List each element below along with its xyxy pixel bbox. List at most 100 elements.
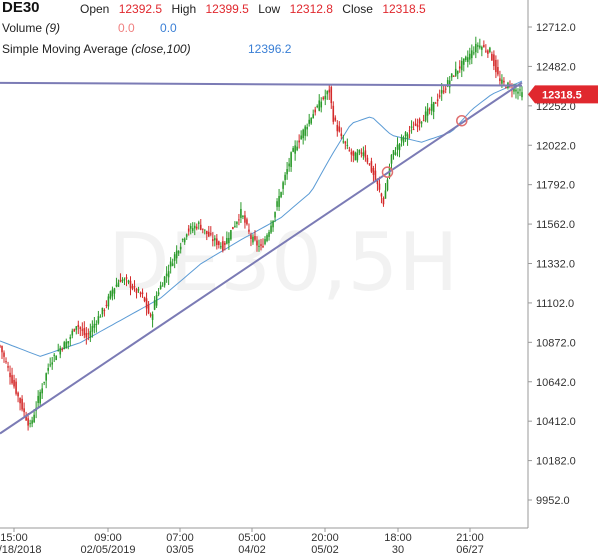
candle-body: [167, 271, 170, 278]
candle-body: [444, 88, 447, 90]
candle-body: [330, 87, 333, 104]
candle-body: [495, 59, 497, 73]
price-tag-bg: [528, 85, 598, 104]
candle-body: [203, 229, 206, 231]
candle-body: [394, 152, 397, 155]
candle-body: [51, 362, 53, 365]
candle-body: [286, 169, 288, 175]
candle-body: [332, 105, 335, 122]
candle-body: [479, 45, 481, 48]
candle-body: [0, 345, 1, 347]
candle-body: [386, 179, 389, 191]
legend-row-sma[interactable]: Simple Moving Average (close,100): [2, 42, 191, 56]
candle-body: [9, 372, 11, 378]
candle-body: [11, 375, 13, 384]
candle-body: [89, 331, 92, 338]
trendlines[interactable]: [0, 81, 523, 435]
candle-body: [250, 235, 252, 239]
candle-body: [171, 263, 174, 266]
candle-body: [384, 190, 387, 199]
candle-body: [462, 58, 465, 65]
candle-body: [224, 242, 226, 245]
y-tick-label: 11792.0: [536, 180, 575, 192]
candle-body: [475, 43, 477, 53]
candle-body: [129, 280, 132, 288]
candle-body: [390, 154, 393, 164]
candle-body: [268, 231, 270, 237]
candle-body: [426, 108, 429, 116]
y-tick-label: 12022.0: [536, 140, 576, 152]
candle-body: [515, 89, 517, 92]
candle-body: [408, 130, 411, 132]
candle-body: [155, 294, 158, 306]
candle-body: [256, 240, 258, 246]
candle-body: [296, 146, 298, 151]
candle-body: [505, 87, 507, 89]
candle-body: [141, 292, 144, 294]
candle-body: [220, 246, 222, 248]
candle-body: [316, 105, 319, 108]
candle-body: [438, 95, 441, 97]
candle-body: [165, 273, 168, 277]
candle-body: [336, 125, 339, 132]
candle-body: [232, 227, 234, 230]
candle-body: [477, 45, 479, 47]
candle-body: [248, 229, 250, 232]
candle-body: [115, 284, 118, 287]
candle-body: [396, 144, 399, 150]
candle-body: [344, 141, 347, 144]
candle-body: [3, 352, 5, 357]
candle-body: [380, 193, 383, 197]
candle-body: [471, 50, 473, 59]
candle-body: [456, 70, 459, 74]
price-axis: 12712.0 12482.0 12252.0 12022.0 11792.0 11562…: [0, 0, 576, 529]
candle-body: [278, 195, 280, 207]
candle-body: [59, 347, 62, 355]
candle-body: [458, 66, 461, 69]
candle-body: [151, 314, 154, 320]
candle-body: [131, 286, 134, 289]
candle-body: [15, 381, 17, 394]
symbol-title: DE30: [2, 0, 40, 16]
candle-body: [161, 285, 164, 287]
candle-body: [318, 100, 321, 111]
candle-body: [308, 119, 310, 124]
candle-body: [25, 415, 27, 421]
volume-value-2: 0.0: [160, 21, 177, 35]
y-tick-label: 10182.0: [536, 456, 576, 468]
candle-body: [382, 197, 385, 205]
candle-body: [322, 97, 325, 100]
candle-body: [298, 140, 300, 143]
candle-body: [193, 225, 196, 229]
candle-body: [246, 219, 248, 225]
candle-body: [185, 234, 188, 237]
legend-row-volume[interactable]: Volume (9): [2, 21, 60, 35]
y-tick-label: 11332.0: [536, 259, 575, 271]
sma-value-wrap: 12396.2: [248, 42, 291, 56]
candle-body: [87, 333, 90, 335]
candle-body: [121, 279, 124, 282]
horizontal-trendline: [0, 81, 523, 87]
candle-body: [252, 236, 254, 243]
candle-body: [274, 212, 276, 218]
candle-body: [324, 95, 327, 100]
x-tick-time: 09:00: [94, 532, 122, 544]
candle-body: [404, 132, 407, 137]
candle-body: [310, 118, 312, 124]
candle-body: [422, 120, 425, 122]
x-tick-date: 06/27: [456, 544, 484, 556]
candle-body: [312, 114, 314, 119]
candle-body: [228, 237, 230, 244]
candle-body: [177, 251, 180, 254]
candle-body: [195, 226, 198, 229]
candle-body: [342, 141, 345, 143]
candle-body: [5, 361, 7, 363]
candle-body: [302, 129, 304, 139]
candle-body: [77, 324, 80, 328]
candle-body: [226, 237, 228, 244]
candle-body: [254, 236, 256, 240]
watermark: DE30,5H: [108, 216, 458, 309]
candle-body: [39, 391, 41, 404]
candle-body: [238, 219, 240, 221]
